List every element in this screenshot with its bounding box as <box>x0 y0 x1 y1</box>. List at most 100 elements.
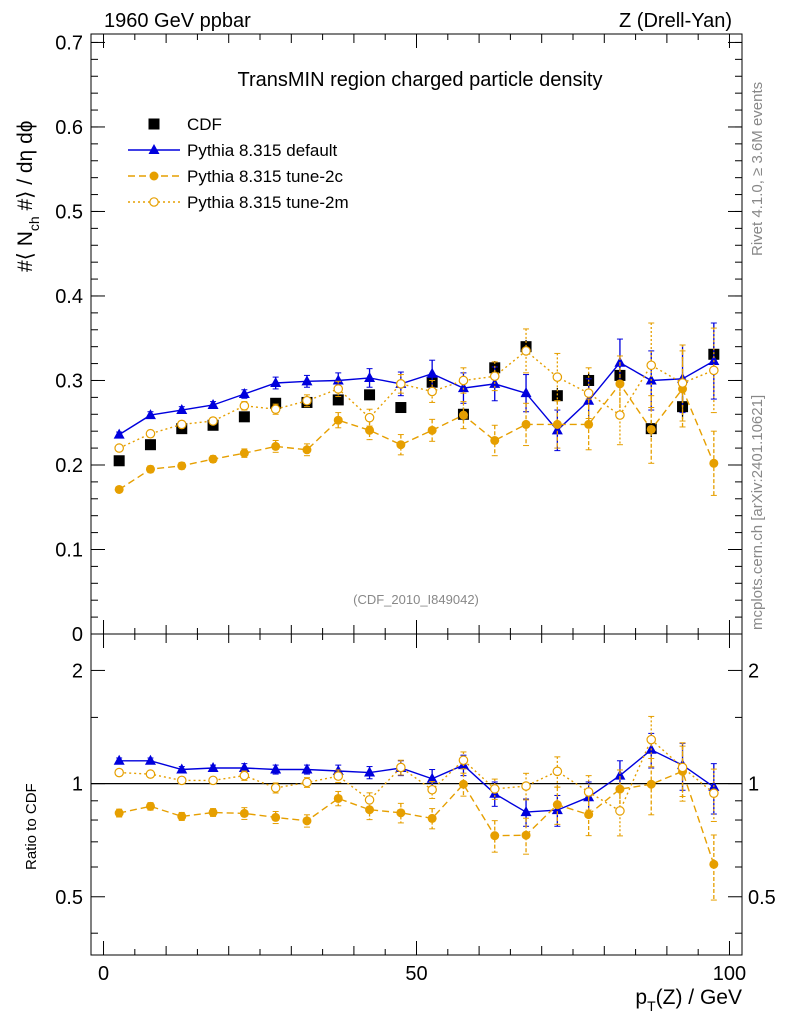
data-point-cdf <box>395 402 407 414</box>
data-point-cdf <box>270 397 282 409</box>
data-point-default <box>426 772 438 783</box>
panel-frame <box>90 633 743 956</box>
data-point-tune2m <box>709 365 719 376</box>
data-point-tune2c <box>365 425 375 435</box>
data-point-tune2m <box>176 419 187 430</box>
data-point-tune2m <box>364 412 375 423</box>
ratio-panel: 0.5 0.5 1 1 2 2 0 50 100 <box>55 633 776 985</box>
legend-label-tune2m: Pythia 8.315 tune-2m <box>187 193 349 212</box>
data-point-cdf <box>551 390 563 402</box>
data-point-tune2m <box>396 762 406 773</box>
data-point-tune2m <box>489 371 500 382</box>
data-point-tune2c <box>646 779 656 789</box>
data-point-tune2m <box>364 795 375 805</box>
data-point-tune2m <box>145 428 156 439</box>
data-point-default <box>113 754 125 765</box>
y-tick-label: 1 <box>72 774 83 796</box>
data-point-tune2c <box>552 419 562 429</box>
data-point-default <box>520 387 532 398</box>
legend-label-cdf: CDF <box>187 115 222 134</box>
data-point-tune2m <box>677 378 688 388</box>
data-point-tune2m <box>427 386 437 397</box>
data-point-tune2c <box>239 448 249 458</box>
data-point-tune2m <box>583 388 594 398</box>
data-point-tune2m <box>677 762 688 773</box>
series-line-tune2c <box>118 382 715 491</box>
data-point-tune2c <box>114 808 124 818</box>
chart-title: TransMIN region charged particle density <box>238 69 603 91</box>
y-tick-label: 2 <box>72 660 83 682</box>
x-label-part-b: (Z) / GeV <box>656 986 742 1009</box>
data-point-tune2c <box>396 440 406 450</box>
data-point-default <box>207 762 219 773</box>
y-label-main-part-b: #⟩ / dη dϕ <box>14 120 37 216</box>
data-point-default <box>614 356 626 367</box>
data-point-tune2c <box>177 811 187 821</box>
data-point-cdf <box>332 394 344 406</box>
x-tick-label: 100 <box>713 963 746 985</box>
data-point-tune2m <box>333 384 344 394</box>
data-point-tune2m <box>302 777 312 788</box>
x-tick-label: 0 <box>98 963 109 985</box>
data-point-default <box>426 367 438 378</box>
legend-marker-tune2m <box>149 197 159 207</box>
data-point-tune2c <box>458 779 468 789</box>
data-point-tune2m <box>114 767 124 778</box>
y-tick-label: 0.2 <box>55 455 83 477</box>
data-point-tune2c <box>709 859 719 869</box>
data-point-tune2m <box>208 416 218 426</box>
y-tick-label: 0.1 <box>55 539 83 561</box>
data-point-default <box>144 754 156 765</box>
y-label-main-part-a: #⟨ N <box>14 231 37 272</box>
data-point-tune2c <box>490 435 500 445</box>
data-point-default <box>176 763 188 774</box>
y-label-main-sub: ch <box>26 216 42 231</box>
data-point-tune2m <box>521 346 531 356</box>
analysis-watermark: (CDF_2010_I849042) <box>353 592 479 607</box>
y-tick-label: 0 <box>72 624 83 646</box>
rivet-label: Rivet 4.1.0, ≥ 3.6M events <box>749 82 766 256</box>
data-point-tune2m <box>646 360 657 371</box>
data-point-default <box>238 388 250 398</box>
y-tick-label-right: 2 <box>748 660 759 682</box>
data-point-tune2c <box>239 808 249 818</box>
data-point-default <box>364 371 376 382</box>
data-point-tune2m <box>458 755 469 766</box>
y-tick-label-right: 0.5 <box>748 887 776 909</box>
data-point-tune2m <box>302 395 312 406</box>
data-point-tune2c <box>646 424 656 434</box>
data-point-tune2m <box>552 372 563 382</box>
legend-marker-default <box>148 144 160 154</box>
data-point-tune2m <box>396 379 406 389</box>
data-point-tune2c <box>145 801 155 811</box>
legend: CDF Pythia 8.315 default Pythia 8.315 tune… <box>128 115 349 212</box>
mcplots-label: mcplots.cern.ch [arXiv:2401.10621] <box>749 395 766 630</box>
data-point-tune2c <box>145 464 155 474</box>
data-point-default <box>708 355 720 366</box>
data-point-default <box>270 377 282 388</box>
data-point-cdf <box>113 455 125 467</box>
data-point-cdf <box>144 439 156 451</box>
data-point-tune2m <box>583 787 594 797</box>
data-point-tune2c <box>427 813 437 823</box>
data-point-tune2c <box>521 419 531 429</box>
data-point-tune2c <box>177 461 187 471</box>
data-point-default <box>270 763 282 774</box>
data-point-default <box>176 404 188 415</box>
beam-label: 1960 GeV ppbar <box>104 10 251 32</box>
legend-label-tune2c: Pythia 8.315 tune-2c <box>187 167 343 186</box>
data-point-default <box>614 769 626 780</box>
data-point-tune2m <box>615 410 625 420</box>
data-point-tune2m <box>709 788 719 798</box>
y-tick-label: 0.7 <box>55 32 83 54</box>
x-axis-label: pT(Z) / GeV <box>635 986 742 1014</box>
data-point-tune2m <box>521 781 531 791</box>
data-point-tune2m <box>270 783 281 793</box>
data-point-tune2c <box>584 419 594 429</box>
data-point-tune2c <box>114 484 124 494</box>
data-point-cdf <box>238 411 250 423</box>
data-point-tune2m <box>114 443 124 453</box>
data-point-tune2m <box>176 775 187 786</box>
data-point-tune2c <box>584 810 594 820</box>
data-point-tune2c <box>709 458 719 468</box>
